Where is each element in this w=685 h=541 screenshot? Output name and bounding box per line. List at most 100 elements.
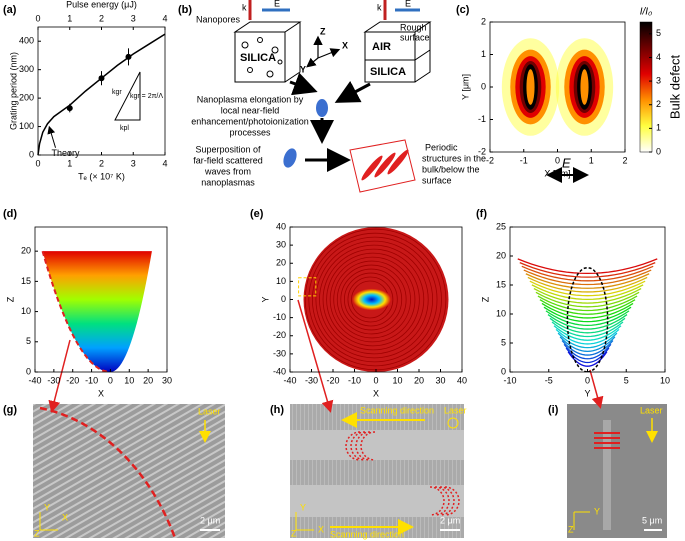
- nanoplasma: [283, 148, 297, 168]
- colorbar-tick-label: 4: [656, 52, 661, 62]
- x2-tick-label: 1: [67, 13, 72, 23]
- x-tick-label: 10: [392, 375, 402, 385]
- diagram-text: SILICA: [240, 52, 276, 64]
- diagram-text: Periodic: [425, 142, 458, 152]
- laser-arrows: [248, 0, 420, 20]
- panel-label: (c): [456, 4, 470, 16]
- link-arrows: [48, 299, 604, 413]
- periodic-structures: [349, 139, 416, 193]
- micrograph-i: (i) Laser Y Z 5 μm: [548, 404, 667, 538]
- y-tick-label: 2: [481, 16, 486, 26]
- axes-arrows: [306, 35, 341, 68]
- x2-axis-title: Pulse energy (μJ): [66, 0, 137, 9]
- ring: [343, 272, 398, 327]
- x-tick-label: -40: [28, 375, 41, 385]
- axis-icon: [295, 512, 314, 531]
- label-pointer: [47, 125, 57, 148]
- axis-icon: [573, 511, 590, 530]
- annotation: kpl: [120, 125, 129, 132]
- curve-label: Theory: [52, 148, 81, 158]
- annotation: kgr = 2π/Λ: [130, 93, 163, 100]
- diagram-text: k: [377, 2, 382, 12]
- y-tick-label: -2: [478, 146, 486, 156]
- micrograph-text: Z: [568, 524, 574, 534]
- micrograph-text: Scanning direction: [330, 529, 404, 539]
- y-tick-label: 20: [496, 250, 506, 260]
- ring: [329, 256, 416, 343]
- frame: [34, 226, 168, 373]
- annotation: kgr: [112, 89, 122, 96]
- contour: [525, 273, 650, 289]
- ring: [336, 264, 407, 335]
- surface: [42, 251, 152, 372]
- diagram-text: far-field scattered: [193, 155, 263, 165]
- x-tick-label: -20: [326, 375, 339, 385]
- track: [290, 430, 464, 460]
- colorbar-tick-label: 3: [656, 75, 661, 85]
- ring: [319, 244, 429, 355]
- micrograph-text: Laser: [444, 405, 467, 415]
- y-tick-label: -30: [273, 348, 286, 358]
- diagram-text: k: [242, 2, 247, 12]
- x-tick-label: -2: [486, 155, 494, 165]
- diagram-text: Nanoplasma elongation by: [197, 94, 304, 104]
- x2-tick-label: 3: [131, 13, 136, 23]
- x-axis-title: Tₑ (× 10⁷ K): [78, 171, 125, 181]
- y-tick-label: 25: [496, 221, 506, 231]
- panel-label: (i): [548, 404, 559, 416]
- colorbar-title: I/I₀: [640, 7, 653, 18]
- micrograph-text: 2 μm: [440, 515, 460, 525]
- micrograph-text: Y: [594, 506, 600, 516]
- x-tick-label: -30: [47, 375, 60, 385]
- diagram-text: structures in the: [422, 153, 486, 163]
- diagram-text: Rough: [400, 22, 427, 32]
- y-tick-label: 15: [21, 276, 31, 286]
- x-tick-label: 0: [35, 158, 40, 168]
- x-tick-label: 10: [124, 375, 134, 385]
- x2-tick-label: 0: [35, 13, 40, 23]
- panel-label: (b): [178, 4, 192, 16]
- y-tick-label: 400: [19, 36, 34, 46]
- diagram-text: AIR: [372, 41, 391, 53]
- track: [290, 485, 464, 517]
- micrograph-text: Laser: [640, 405, 663, 415]
- diagram-text: waves from: [204, 166, 251, 176]
- contour: [539, 299, 636, 315]
- ring: [308, 232, 442, 367]
- diagram-text: nanoplasmas: [201, 177, 255, 187]
- ring: [333, 260, 411, 339]
- contour: [523, 269, 652, 286]
- diagram-text: X: [342, 40, 348, 50]
- cube-right: [363, 21, 432, 83]
- contour: [553, 325, 622, 341]
- diagram-text: enhancement/photoionization: [191, 116, 309, 126]
- y-tick-label: 300: [19, 64, 34, 74]
- diagram-text: surface: [422, 175, 452, 185]
- x-tick-label: 0: [555, 155, 560, 165]
- sem-image: [33, 404, 225, 538]
- x-tick-label: 1: [67, 158, 72, 168]
- curve: [37, 33, 166, 156]
- x-tick-label: -10: [503, 375, 516, 385]
- contour: [545, 310, 630, 327]
- lobe-core: [526, 69, 535, 105]
- colorbar-tick-label: 0: [656, 146, 661, 156]
- micrograph-text: 2 μm: [200, 515, 220, 525]
- y-tick-label: 0: [29, 149, 34, 159]
- spot: [352, 288, 392, 311]
- x-tick-label: 3: [131, 158, 136, 168]
- y-tick-label: -20: [273, 330, 286, 340]
- x-tick-label: 10: [660, 375, 670, 385]
- contour: [547, 314, 628, 330]
- panel-label: (d): [3, 208, 17, 220]
- contour: [519, 262, 656, 278]
- diagram-text: Nanopores: [196, 14, 241, 24]
- x-tick-label: 20: [143, 375, 153, 385]
- diagram-text: E: [274, 0, 280, 8]
- y-tick-label: 5: [501, 337, 506, 347]
- ring: [322, 248, 425, 351]
- y-tick-label: 1: [481, 49, 486, 59]
- x-tick-label: 20: [414, 375, 424, 385]
